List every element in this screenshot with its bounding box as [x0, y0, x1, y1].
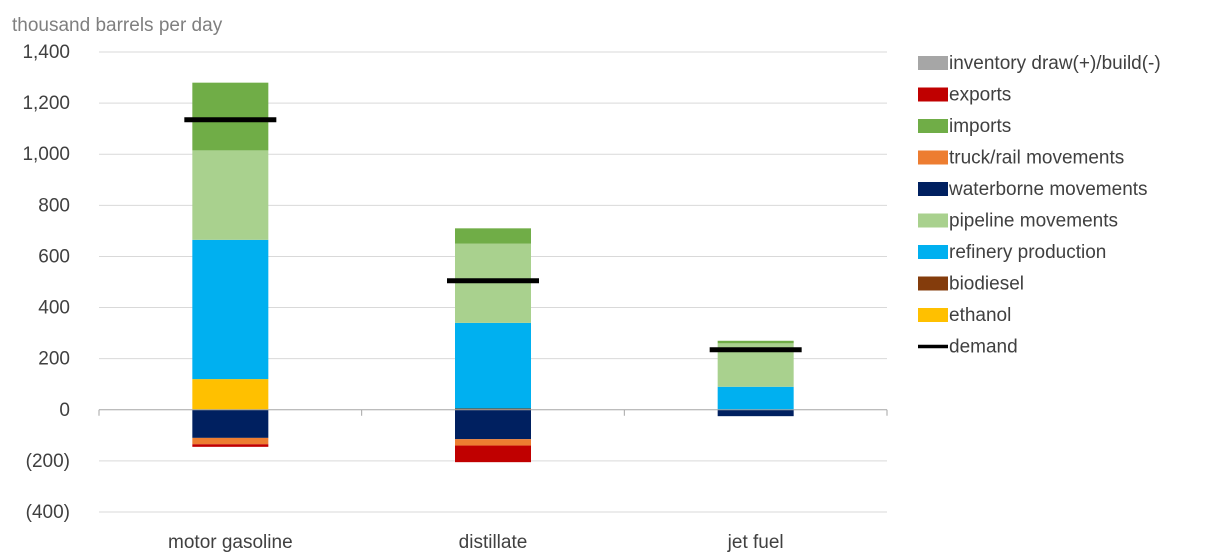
legend-swatch — [918, 245, 948, 259]
x-tick-label: jet fuel — [727, 532, 784, 553]
legend-swatch — [918, 213, 948, 228]
legend-swatch — [918, 56, 948, 70]
y-tick-label: 800 — [38, 195, 70, 216]
legend-label: demand — [949, 337, 1018, 358]
y-tick-label: (200) — [26, 451, 70, 472]
legend-label: refinery production — [949, 242, 1106, 263]
y-tick-label: 1,000 — [22, 144, 70, 165]
legend-label: exports — [949, 85, 1011, 106]
legend-swatch — [918, 87, 948, 102]
legend-label: waterborne movements — [948, 179, 1148, 200]
bar-segment-truck-rail-movements — [455, 439, 531, 446]
legend-label: ethanol — [949, 305, 1011, 326]
bars — [192, 82, 794, 463]
bar-segment-waterborne-movements — [717, 409, 794, 417]
legend-swatch — [918, 182, 948, 196]
bar-segment-refinery-production — [717, 386, 794, 410]
legend-label: inventory draw(+)/build(-) — [949, 53, 1161, 74]
bar-segment-pipeline-movements — [192, 150, 269, 240]
legend-swatch — [918, 150, 948, 165]
y-tick-label: 0 — [59, 400, 70, 421]
x-tick-label: motor gasoline — [168, 532, 293, 553]
x-tick-label: distillate — [459, 532, 528, 553]
bar-segment-exports — [455, 445, 531, 463]
legend-swatch — [918, 119, 948, 133]
bar-segment-imports — [717, 340, 794, 344]
bar-segment-waterborne-movements — [192, 409, 269, 438]
bar-segment-refinery-production — [192, 239, 269, 380]
bar-segment-refinery-production — [455, 322, 531, 409]
y-tick-label: (400) — [26, 502, 70, 523]
bar-segment-imports — [192, 82, 269, 151]
legend-label: imports — [949, 116, 1011, 137]
legend-label: truck/rail movements — [949, 148, 1124, 169]
legend-swatch — [918, 276, 948, 291]
y-axis-ticks: (400) (200) 0 200 400 600 800 1,000 1,200 1,400 — [22, 42, 70, 523]
bar-segment-imports — [455, 228, 531, 244]
y-tick-label: 200 — [38, 349, 70, 370]
legend: inventory draw(+)/build(-) exports imports… — [918, 53, 1161, 358]
bar-segment-exports — [192, 444, 269, 447]
y-tick-label: 1,400 — [22, 42, 70, 63]
bar-segment-truck-rail-movements — [192, 437, 269, 445]
bar-segment-biodiesel — [455, 408, 531, 410]
demand-markers — [184, 117, 802, 353]
bar-segment-ethanol — [192, 379, 269, 410]
x-axis: motor gasoline distillate jet fuel — [98, 409, 888, 553]
legend-swatch — [918, 308, 948, 322]
y-tick-label: 1,200 — [22, 93, 70, 114]
bar-segment-pipeline-movements — [455, 243, 531, 323]
bar-segment-waterborne-movements — [455, 409, 531, 440]
legend-label: pipeline movements — [949, 211, 1118, 232]
legend-label: biodiesel — [949, 274, 1024, 295]
y-axis-unit-label: thousand barrels per day — [12, 15, 223, 36]
y-tick-label: 400 — [38, 298, 70, 319]
y-tick-label: 600 — [38, 246, 70, 267]
